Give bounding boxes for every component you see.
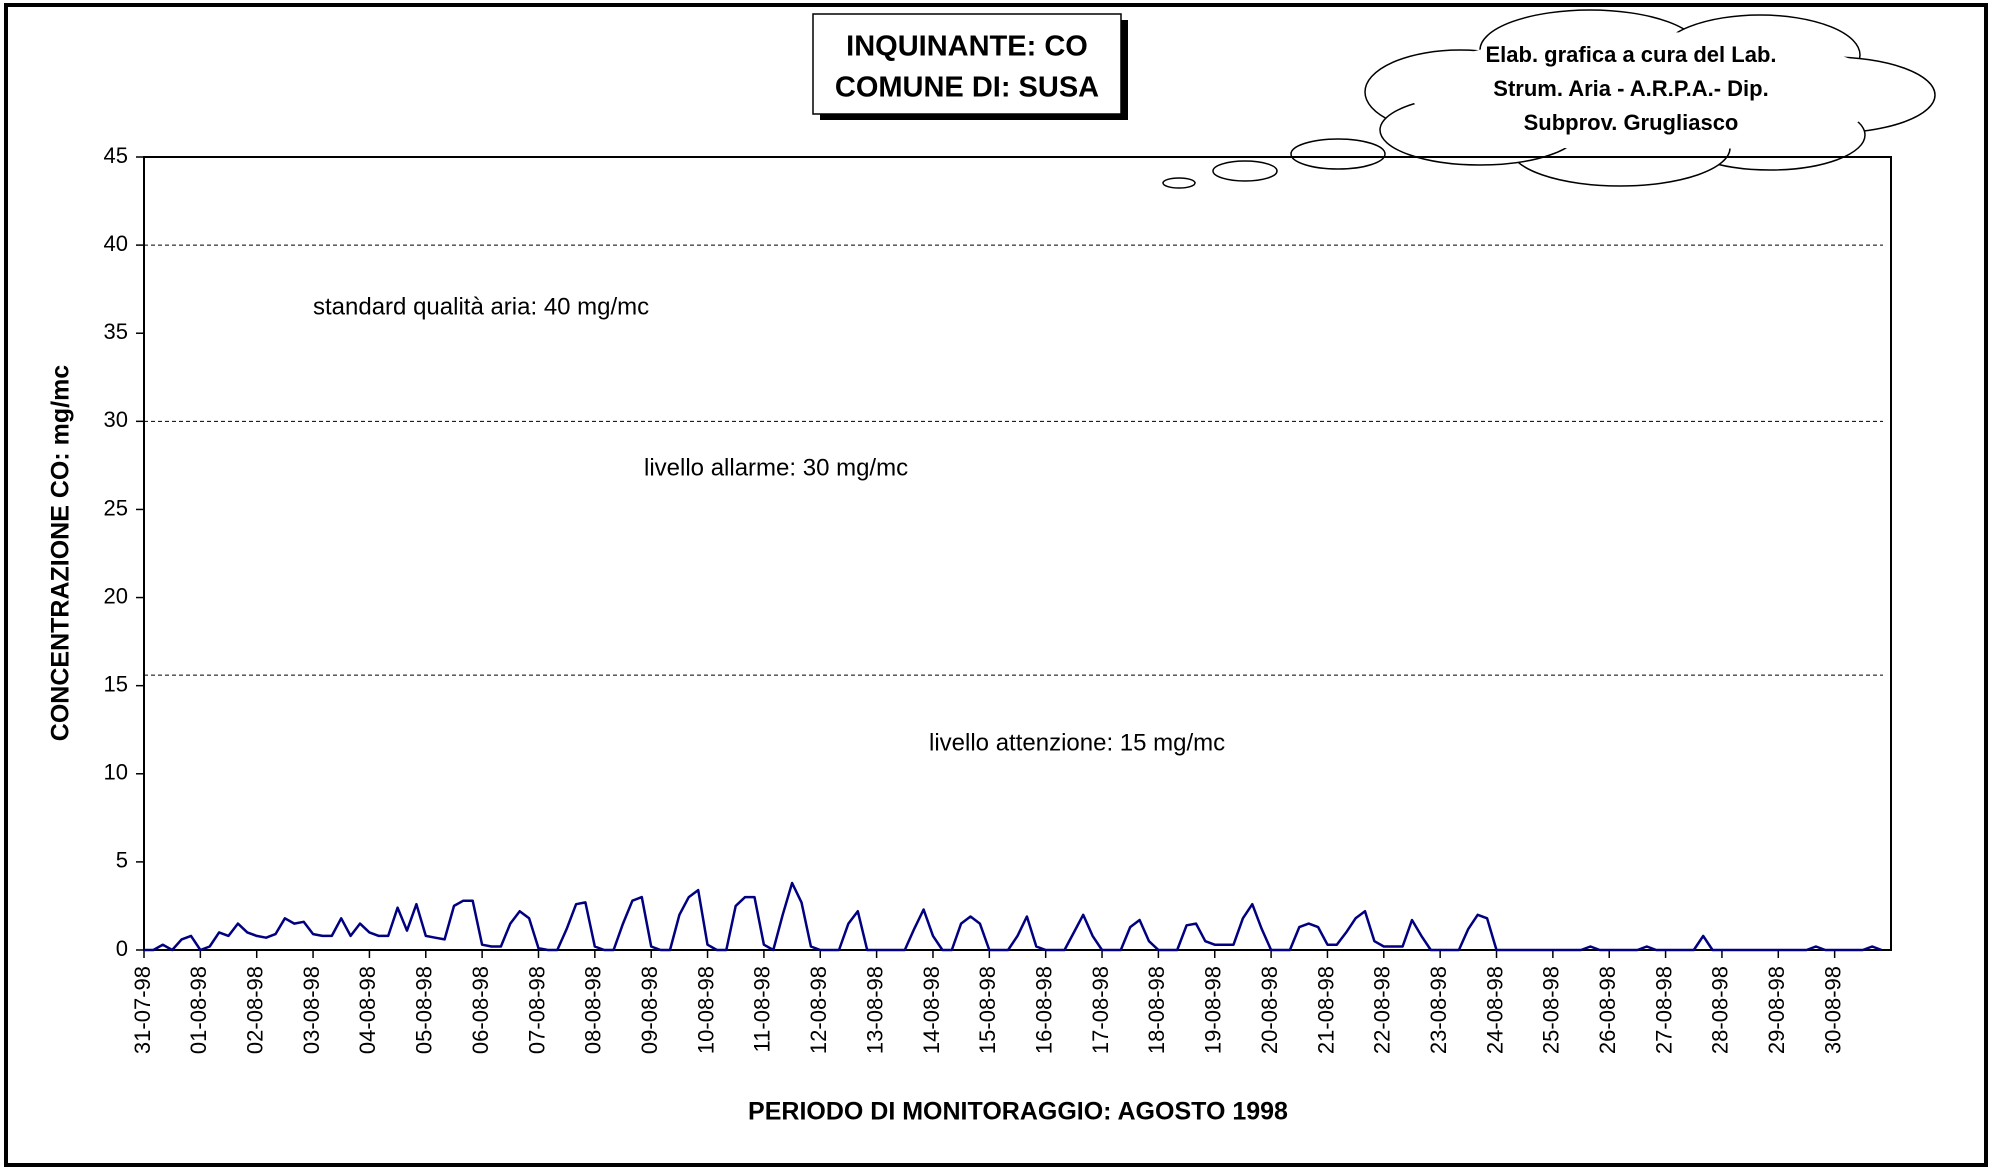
y-tick-label: 20 bbox=[104, 583, 128, 608]
annotation: livello allarme: 30 mg/mc bbox=[644, 454, 908, 481]
y-tick-label: 15 bbox=[104, 671, 128, 696]
x-tick-label: 04-08-98 bbox=[355, 966, 380, 1054]
y-tick-label: 35 bbox=[104, 319, 128, 344]
y-tick-label: 10 bbox=[104, 760, 128, 785]
x-tick-label: 09-08-98 bbox=[637, 966, 662, 1054]
frame bbox=[4, 3, 1988, 1167]
annotation: standard qualità aria: 40 mg/mc bbox=[313, 293, 649, 320]
annotation: livello attenzione: 15 mg/mc bbox=[929, 729, 1225, 756]
x-tick-label: 16-08-98 bbox=[1031, 966, 1056, 1054]
y-axis-title: CONCENTRAZIONE CO: mg/mc bbox=[47, 365, 75, 742]
x-tick-label: 28-08-98 bbox=[1708, 966, 1733, 1054]
x-tick-label: 26-08-98 bbox=[1595, 966, 1620, 1054]
y-tick-label: 5 bbox=[116, 848, 128, 873]
x-tick-label: 11-08-98 bbox=[750, 966, 775, 1052]
x-tick-label: 24-08-98 bbox=[1482, 966, 1507, 1054]
y-tick-label: 0 bbox=[116, 936, 128, 961]
x-tick-label: 02-08-98 bbox=[243, 966, 268, 1054]
y-tick-label: 30 bbox=[104, 407, 128, 432]
x-tick-label: 13-08-98 bbox=[862, 966, 887, 1054]
x-tick-label: 07-08-98 bbox=[524, 966, 549, 1054]
x-tick-label: 10-08-98 bbox=[693, 966, 718, 1054]
x-tick-label: 01-08-98 bbox=[186, 966, 211, 1054]
cloud bbox=[1162, 9, 1936, 189]
y-tick-label: 45 bbox=[104, 143, 128, 168]
x-tick-label: 22-08-98 bbox=[1370, 966, 1395, 1054]
plot-area bbox=[143, 156, 1892, 951]
x-tick-label: 21-08-98 bbox=[1313, 966, 1338, 1054]
x-tick-label: 03-08-98 bbox=[299, 966, 324, 1054]
x-tick-label: 31-07-98 bbox=[130, 966, 155, 1054]
x-tick-label: 12-08-98 bbox=[806, 966, 831, 1054]
x-tick-label: 25-08-98 bbox=[1539, 966, 1564, 1054]
y-tick-label: 25 bbox=[104, 495, 128, 520]
x-tick-label: 30-08-98 bbox=[1820, 966, 1845, 1054]
y-tick-label: 40 bbox=[104, 231, 128, 256]
x-tick-label: 08-08-98 bbox=[581, 966, 606, 1054]
x-tick-label: 15-08-98 bbox=[975, 966, 1000, 1054]
credit: Elab. grafica a cura del Lab. bbox=[1486, 42, 1777, 67]
x-tick-label: 19-08-98 bbox=[1201, 966, 1226, 1054]
x-tick-label: 17-08-98 bbox=[1088, 966, 1113, 1054]
credit: Subprov. Grugliasco bbox=[1524, 110, 1739, 135]
x-tick-label: 06-08-98 bbox=[468, 966, 493, 1054]
title: INQUINANTE: CO bbox=[846, 31, 1088, 63]
title: COMUNE DI: SUSA bbox=[835, 72, 1099, 104]
x-tick-label: 05-08-98 bbox=[412, 966, 437, 1054]
x-tick-label: 27-08-98 bbox=[1651, 966, 1676, 1054]
x-tick-label: 23-08-98 bbox=[1426, 966, 1451, 1054]
credit: Strum. Aria - A.R.P.A.- Dip. bbox=[1493, 76, 1768, 101]
x-tick-label: 20-08-98 bbox=[1257, 966, 1282, 1054]
x-tick-label: 18-08-98 bbox=[1144, 966, 1169, 1054]
x-tick-label: 29-08-98 bbox=[1764, 966, 1789, 1054]
x-axis-title: PERIODO DI MONITORAGGIO: AGOSTO 1998 bbox=[748, 1098, 1288, 1126]
x-tick-label: 14-08-98 bbox=[919, 966, 944, 1054]
data-line bbox=[144, 881, 1883, 952]
title-box bbox=[812, 13, 1122, 115]
